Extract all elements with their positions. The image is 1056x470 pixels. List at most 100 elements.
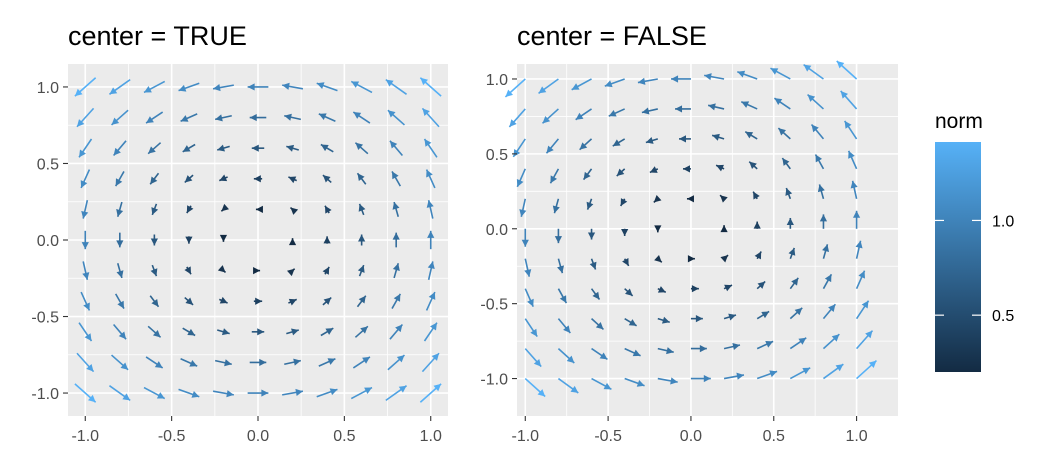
vector-arrow [519, 198, 527, 217]
vector-arrow [810, 124, 825, 140]
vector-arrow [358, 234, 366, 246]
vector-arrow [754, 251, 762, 260]
vector-arrow [619, 198, 628, 207]
vector-arrow [286, 328, 299, 336]
vector-arrow [385, 385, 408, 402]
y-axis: 1.0 0.5 0.0 -0.5 -1.0 [31, 80, 68, 403]
vector-arrow [545, 138, 560, 154]
vector-arrow [856, 359, 878, 380]
vector-arrow [723, 313, 737, 321]
vector-arrow [186, 205, 194, 214]
vector-arrow [354, 325, 369, 338]
vector-arrow [521, 228, 529, 247]
vector-arrow [145, 111, 164, 124]
vector-arrow [116, 201, 124, 217]
vector-arrow [524, 318, 538, 338]
vector-arrow [358, 203, 366, 216]
x-tick-label: -1.0 [71, 428, 99, 445]
vector-arrow [552, 198, 560, 214]
y-tick-label: 0.0 [486, 222, 508, 239]
vector-arrow [249, 358, 267, 367]
vector-arrow [653, 195, 662, 203]
vector-arrow [682, 165, 691, 173]
vector-arrow [690, 285, 699, 293]
vector-arrow [423, 138, 438, 158]
vector-arrow [184, 174, 194, 184]
vector-arrow [354, 142, 369, 155]
vector-arrow [76, 107, 95, 128]
vector-arrow [657, 286, 667, 294]
vector-arrow [419, 383, 442, 403]
colorbar [935, 142, 981, 372]
vector-arrow [789, 277, 799, 290]
vector-arrow [781, 157, 791, 170]
vector-arrow [145, 356, 164, 369]
vector-arrow [586, 198, 594, 210]
y-tick-label: -1.0 [480, 372, 508, 389]
vector-arrow [612, 138, 626, 147]
vector-arrow [81, 230, 89, 250]
vector-arrow [645, 137, 659, 144]
y-tick-label: -0.5 [31, 310, 59, 327]
vector-arrow [322, 266, 330, 275]
vector-arrow [212, 390, 234, 398]
x-axis: -1.0 -0.5 0.0 0.5 1.0 [511, 416, 868, 445]
vector-arrow [352, 356, 371, 369]
vector-arrow [654, 225, 662, 233]
vector-arrow [591, 377, 612, 391]
vector-arrow [316, 388, 338, 398]
vector-arrow [214, 359, 232, 367]
y-tick-label: -0.5 [480, 297, 508, 314]
vector-arrow [352, 111, 371, 124]
y-tick-label: 1.0 [37, 80, 59, 97]
vector-arrow [847, 150, 858, 170]
vector-arrow [608, 108, 626, 117]
vector-arrow [675, 105, 691, 113]
legend-title: norm [935, 110, 983, 133]
vector-arrow [756, 370, 778, 380]
vector-arrow [185, 236, 193, 244]
vector-arrow [322, 296, 332, 306]
vector-arrow [785, 187, 793, 200]
vector-arrow [253, 175, 263, 183]
vector-arrow [657, 347, 674, 355]
vector-arrow [843, 120, 858, 140]
vector-arrow [590, 288, 601, 300]
gridlines [517, 64, 898, 416]
vector-arrow [217, 328, 230, 336]
y-tick-label: 1.0 [486, 72, 508, 89]
vector-arrow [591, 318, 605, 331]
vector-arrow [218, 296, 228, 304]
panel-title: center = FALSE [517, 21, 707, 51]
vector-arrow [508, 108, 526, 128]
vector-arrow [855, 300, 870, 320]
vector-arrow [116, 232, 124, 248]
vector-arrow [357, 264, 365, 277]
vector-arrow [80, 291, 91, 311]
vector-arrow [524, 377, 546, 398]
vector-arrow [720, 254, 729, 263]
vector-arrow [356, 172, 367, 185]
vector-arrow [255, 205, 263, 213]
vector-arrow [284, 113, 302, 121]
colorbar-ticks [935, 219, 981, 316]
vector-arrow [690, 374, 711, 383]
vector-arrow [391, 171, 402, 187]
vector-arrow [557, 348, 575, 364]
vector-arrow [855, 330, 874, 350]
vector-arrow [112, 323, 127, 340]
vector-arrow [182, 143, 196, 153]
vector-arrow [282, 388, 304, 396]
vector-arrow [690, 344, 707, 353]
vector-arrow [649, 166, 659, 174]
y-axis: 1.0 0.5 0.0 -0.5 -1.0 [480, 72, 517, 389]
vector-arrow [840, 90, 858, 110]
vector-arrow [391, 293, 402, 309]
vector-arrow [178, 388, 200, 398]
vector-arrow [817, 184, 825, 200]
panel-background [517, 64, 898, 416]
vector-arrow [350, 80, 373, 94]
vector-arrow [217, 265, 227, 274]
vector-arrow [773, 97, 791, 110]
vector-arrow [557, 288, 568, 304]
